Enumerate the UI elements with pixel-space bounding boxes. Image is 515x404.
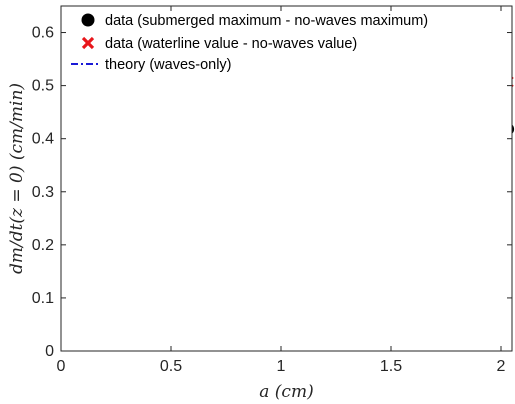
x-axis-title: a (cm) bbox=[259, 382, 313, 402]
legend-marker-cross bbox=[81, 36, 95, 50]
x-tick-label: 0 bbox=[57, 358, 66, 375]
legend-marker-circle bbox=[81, 13, 95, 27]
legend: data (submerged maximum - no-waves maxim… bbox=[71, 13, 428, 73]
y-tick-label: 0.3 bbox=[32, 184, 54, 201]
y-tick-label: 0.6 bbox=[32, 25, 54, 42]
y-tick-label: 0.4 bbox=[32, 131, 54, 148]
x-tick-label: 0.5 bbox=[160, 358, 182, 375]
y-tick-label: 0.1 bbox=[32, 290, 54, 307]
legend-label-theory: theory (waves-only) bbox=[105, 57, 232, 73]
y-tick-label: 0 bbox=[45, 343, 54, 360]
axes: 0 0.5 1 1.5 2 0 0.1 0.2 0.3 0.4 0.5 0.6 a (cm) dm/dt(… bbox=[7, 5, 513, 402]
legend-label-submerged: data (submerged maximum - no-waves maxim… bbox=[105, 13, 428, 29]
x-tick-label: 2 bbox=[497, 358, 506, 375]
y-axis-title: dm/dt(z = 0) (cm/min) bbox=[7, 83, 27, 274]
legend-label-waterline: data (waterline value - no-waves value) bbox=[105, 36, 357, 52]
x-tick-label: 1.5 bbox=[380, 358, 402, 375]
plot-frame bbox=[60, 5, 513, 352]
y-tick-label: 0.2 bbox=[32, 237, 54, 254]
y-tick-label: 0.5 bbox=[32, 78, 54, 95]
x-tick-label: 1 bbox=[277, 358, 286, 375]
